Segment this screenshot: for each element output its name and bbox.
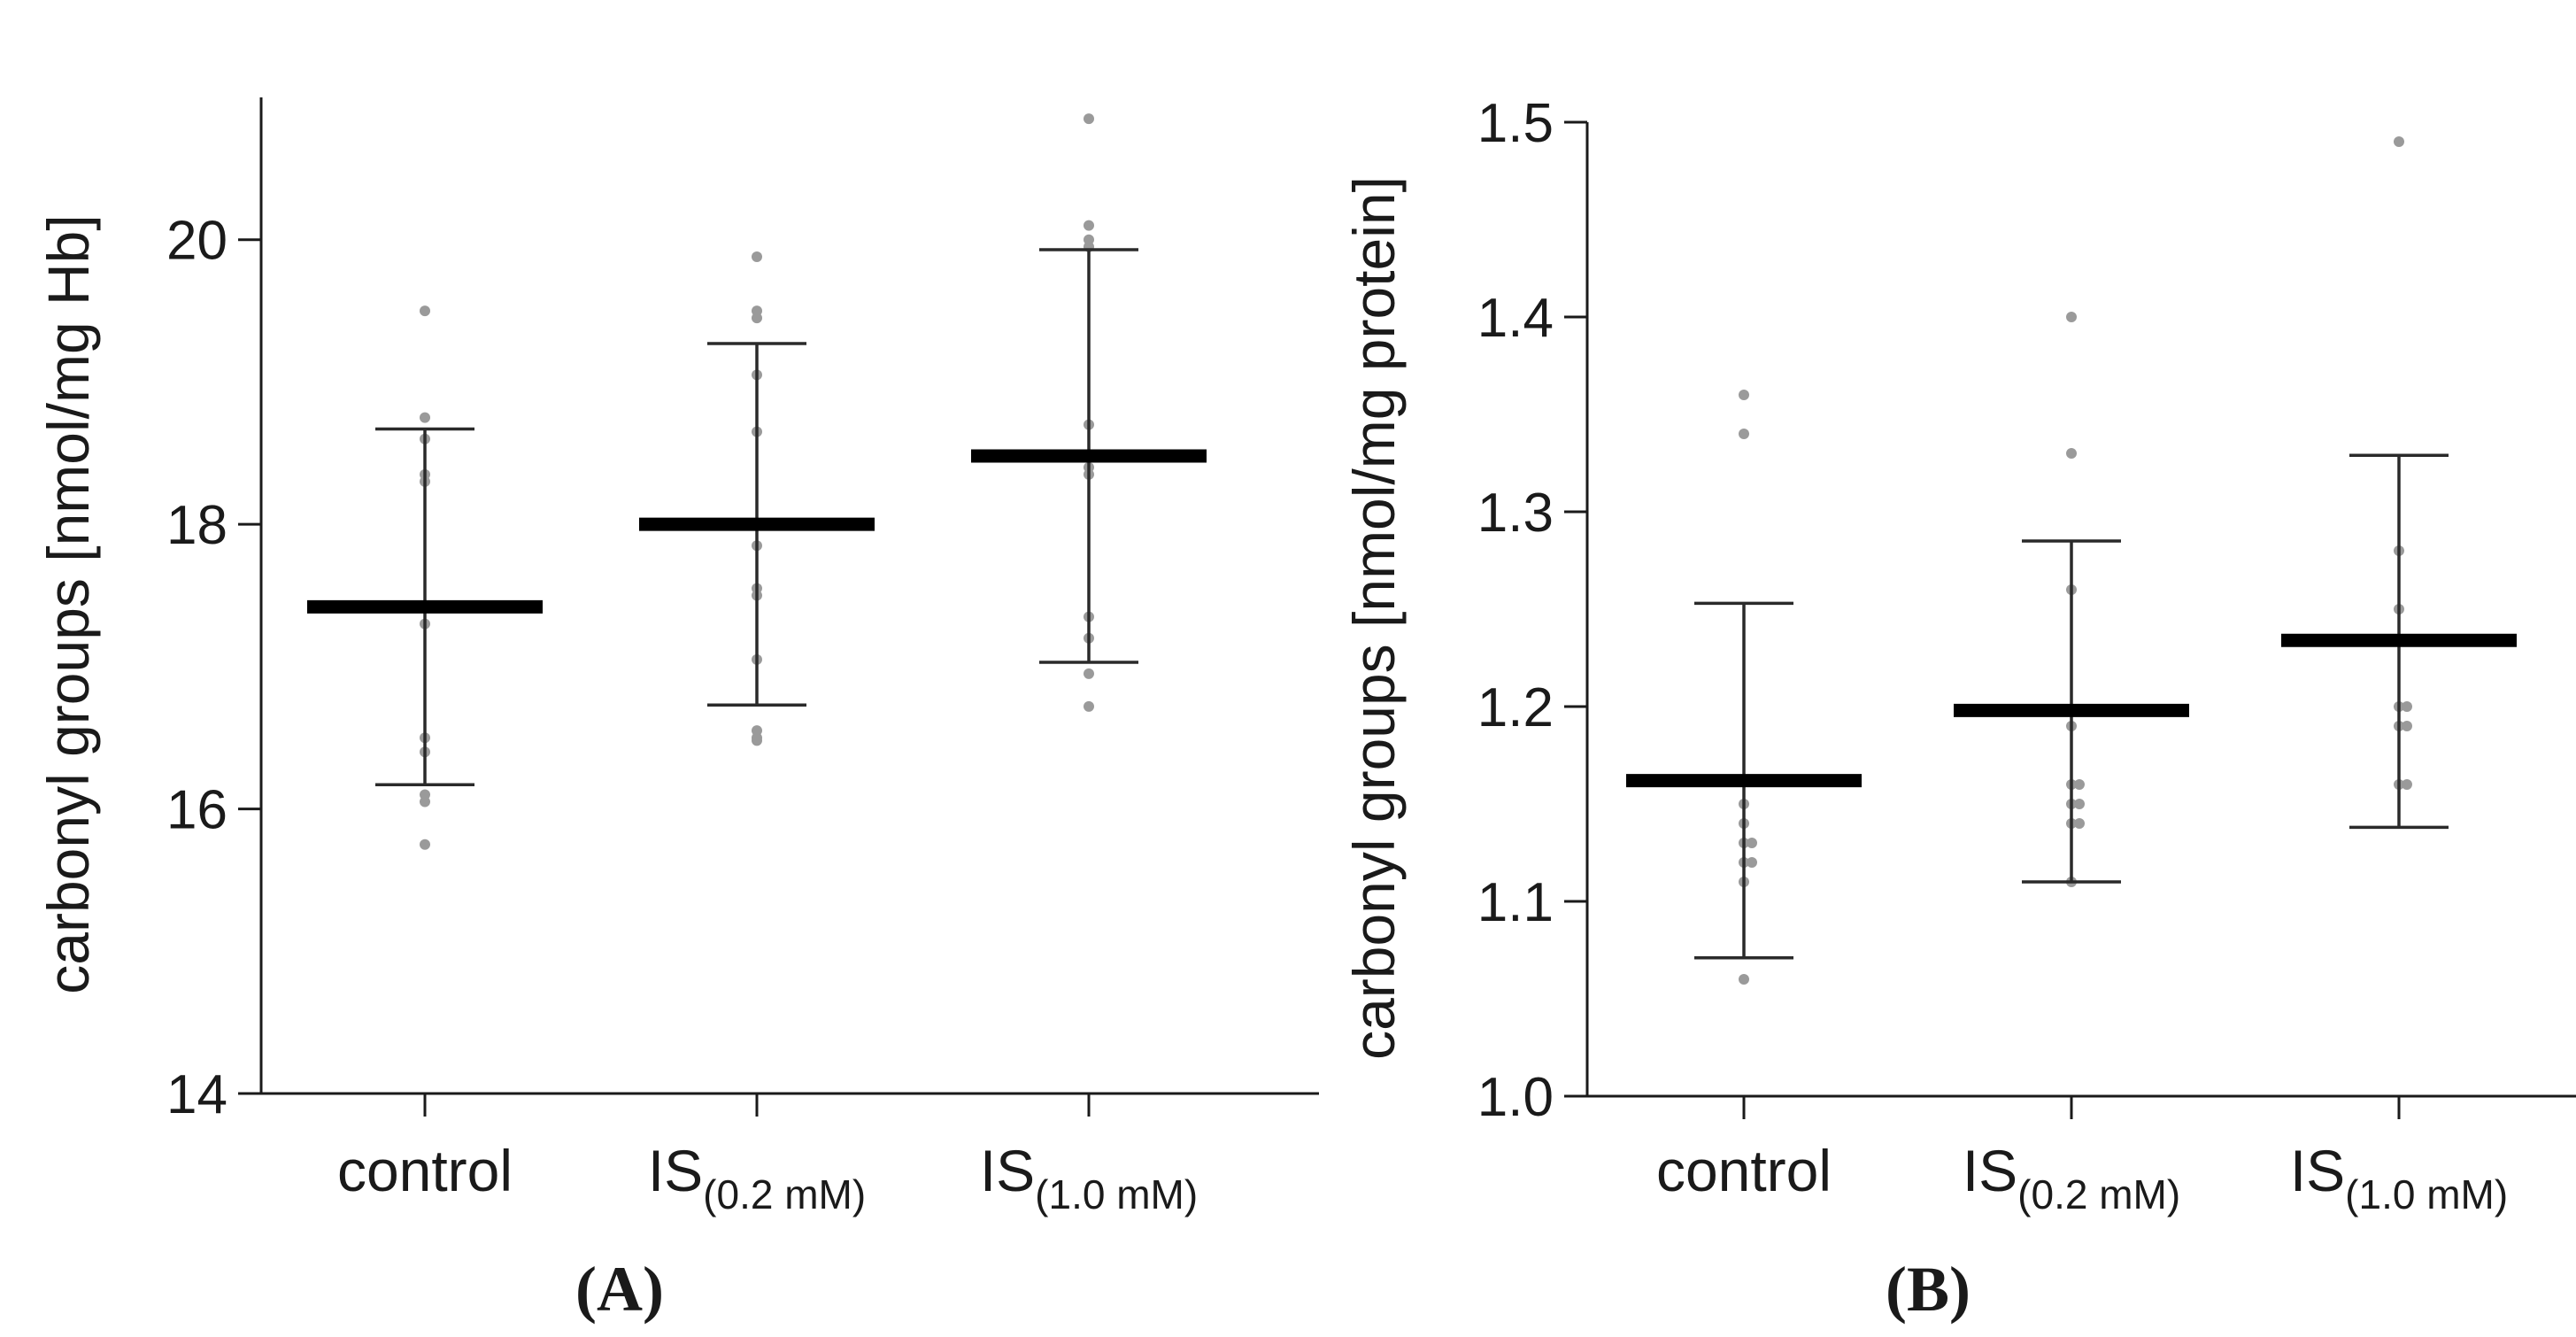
data-point xyxy=(752,735,762,746)
panel-b: 1.0 1.1 1.2 1.3 1.4 1.5 carbonyl groups [nmol/… xyxy=(1341,93,2576,1325)
y-tick-label: 16 xyxy=(166,780,228,841)
data-point xyxy=(420,796,430,808)
panel-label: (A) xyxy=(575,1254,664,1325)
data-point xyxy=(752,313,762,324)
x-tick-label: control xyxy=(337,1138,513,1203)
data-point xyxy=(1739,390,1749,400)
group-1 xyxy=(1626,390,1862,985)
x-tick-label: control xyxy=(1656,1138,1832,1203)
data-point xyxy=(752,251,762,262)
panel-a: 14 16 18 20 carbonyl groups [nmol/mg Hb] cont… xyxy=(35,97,1319,1325)
y-tick-label: 1.4 xyxy=(1477,288,1554,349)
panel-label: (B) xyxy=(1886,1254,1971,1325)
data-point xyxy=(2066,312,2077,322)
data-point xyxy=(2074,799,2085,809)
data-point xyxy=(1084,220,1094,231)
group-1 xyxy=(307,305,543,850)
data-point xyxy=(1084,668,1094,679)
y-tick-label: 1.2 xyxy=(1477,677,1554,738)
data-point xyxy=(2394,136,2404,147)
y-tick-label: 20 xyxy=(166,211,228,272)
x-tick-label: IS(1.0 mM) xyxy=(980,1138,1198,1217)
group-2 xyxy=(639,251,875,746)
data-point xyxy=(2074,779,2085,790)
data-point xyxy=(2402,721,2412,731)
data-point xyxy=(2402,701,2412,712)
y-axis-title: carbonyl groups [nmol/mg Hb] xyxy=(35,214,101,993)
data-point xyxy=(1739,429,1749,439)
data-point xyxy=(1739,974,1749,985)
data-point xyxy=(1747,838,1757,848)
y-tick-label: 14 xyxy=(166,1064,228,1125)
y-tick-label: 18 xyxy=(166,495,228,556)
group-3 xyxy=(971,113,1207,712)
x-tick-label: IS(0.2 mM) xyxy=(648,1138,866,1217)
x-tick-label: IS(0.2 mM) xyxy=(1963,1138,2180,1217)
data-point xyxy=(1084,113,1094,125)
data-point xyxy=(2074,818,2085,829)
group-3 xyxy=(2281,136,2517,830)
data-point xyxy=(2402,779,2412,790)
data-point xyxy=(2066,448,2077,459)
group-2 xyxy=(1954,312,2189,887)
data-point xyxy=(420,412,430,423)
y-tick-label: 1.1 xyxy=(1477,872,1554,933)
x-tick-label: IS(1.0 mM) xyxy=(2290,1138,2508,1217)
y-tick-label: 1.5 xyxy=(1477,93,1554,154)
data-point xyxy=(420,839,430,850)
y-tick-label: 1.0 xyxy=(1477,1067,1554,1128)
y-axis-title: carbonyl groups [nmol/mg protein] xyxy=(1341,176,1407,1060)
data-point xyxy=(1084,700,1094,712)
data-point xyxy=(420,305,430,317)
y-tick-label: 1.3 xyxy=(1477,483,1554,544)
data-point xyxy=(1747,857,1757,868)
